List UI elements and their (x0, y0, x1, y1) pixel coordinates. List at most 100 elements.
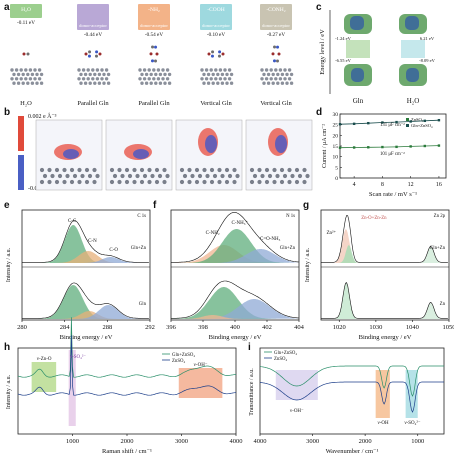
zinc-slab-atom (209, 68, 213, 72)
zinc-slab-atom (287, 68, 292, 72)
panel-i-x-tick-label: 2000 (359, 438, 372, 445)
zinc-atom (302, 179, 307, 185)
zinc-atom (272, 167, 277, 173)
zinc-slab-atom (214, 68, 218, 72)
adsorption-energy: -0.54 eV (145, 32, 163, 38)
panel-d-ytick-label: 20 (333, 133, 339, 139)
zinc-slab-atom (86, 68, 90, 72)
panel-b-charge-density: 0.002 e Å⁻³-0.002 e Å⁻³ (18, 112, 313, 192)
zinc-atom (95, 173, 100, 179)
zinc-slab-atom (289, 81, 294, 85)
panel-d-annotation: 131 μF cm⁻² (380, 122, 405, 128)
svg-e-envelope (22, 282, 149, 319)
zinc-slab-atom (163, 81, 167, 85)
svg-e-x-tick-label: 280 (17, 324, 27, 331)
molecule-atom (210, 54, 214, 58)
zinc-slab-atom (280, 81, 285, 85)
panel-c-letter: c (316, 2, 322, 13)
zinc-slab-atom (152, 77, 156, 81)
zinc-atom (124, 167, 130, 173)
colorbar-mid (18, 151, 24, 155)
raman-band-so4 (68, 350, 76, 426)
zinc-slab-atom (19, 68, 23, 72)
zinc-slab-atom (158, 72, 163, 77)
molecule-atom (150, 59, 154, 63)
panel-d-ytick-label: 30 (333, 112, 339, 118)
zinc-slab-atom (218, 77, 223, 81)
molecule-atom (95, 50, 99, 54)
zinc-atom (257, 167, 262, 173)
zinc-atom (42, 173, 48, 179)
molecule-atom (277, 52, 281, 56)
zinc-slab-atom (91, 77, 95, 81)
panel-f-peak-label: C-NH₂ (206, 231, 220, 236)
zinc-slab-atom (156, 68, 161, 72)
panel-d-point (437, 118, 441, 122)
panel-f-peak-label: C=O-NH₃ (260, 237, 281, 242)
zinc-atom (65, 173, 70, 179)
zinc-slab-atom (140, 81, 144, 85)
zinc-slab-atom (220, 81, 225, 85)
zinc-atom (252, 173, 258, 179)
svg-e-x-tick-label: 284 (60, 324, 71, 331)
molecule-atom (155, 52, 159, 56)
zinc-slab-atom (229, 81, 234, 85)
zinc-slab-atom (266, 72, 271, 77)
molecule-atom (271, 52, 275, 56)
zinc-slab-atom (83, 81, 88, 85)
zinc-atom (202, 167, 207, 173)
zinc-slab-atom (285, 81, 289, 85)
adsorption-box-label: -COOH (207, 7, 224, 13)
zinc-slab-atom (142, 68, 147, 72)
panel-d-ytick-label: 0 (335, 176, 338, 182)
zinc-atom (77, 179, 82, 185)
zinc-atom (47, 167, 52, 173)
panel-d-xlabel: Scan rate / mV s⁻¹ (369, 191, 417, 198)
zinc-slab-atom (88, 81, 92, 85)
structure-label: H₂O (20, 100, 32, 107)
orbital-energy: -1.24 eV (335, 36, 351, 41)
zinc-slab-atom (158, 81, 163, 85)
zinc-slab-atom (280, 72, 285, 77)
panel-h-ylabel: Intensity / a.u. (6, 374, 12, 409)
panel-d-point (423, 119, 426, 123)
svg-g-corner-label: Zn 2p (434, 214, 446, 219)
svg-e-frame (21, 209, 151, 321)
zinc-slab-atom (200, 77, 204, 81)
zinc-slab-atom (227, 77, 232, 81)
molecule-atom (149, 52, 153, 56)
zinc-atom (224, 179, 230, 185)
svg-e-peak-fill (22, 311, 149, 319)
panel-d-xtick-label: 4 (353, 182, 356, 188)
zinc-atom (190, 173, 195, 179)
panel-d-legend-label: Gln+ZnSO₄ (411, 123, 433, 128)
zinc-atom (47, 179, 52, 185)
zinc-atom (264, 167, 270, 173)
zinc-atom (179, 167, 185, 173)
zinc-slab-atom (28, 68, 33, 72)
charge-depletion (133, 149, 149, 159)
zinc-slab-atom (283, 68, 287, 72)
panel-g-chart: 1020 1030 1040 1050 Gln+Zn Zn Zn 2p Intensity /… (305, 209, 454, 341)
zinc-atom (282, 173, 288, 179)
zinc-atom (154, 179, 160, 185)
structure-label: Vertical Gln (260, 100, 292, 107)
zinc-atom (165, 173, 170, 179)
panel-h-x-tick-label: 2000 (121, 438, 134, 445)
zinc-atom (117, 179, 122, 185)
orbital-energy: -8.09 eV (419, 58, 435, 63)
zinc-slab-atom (211, 81, 215, 85)
zinc-slab-atom (97, 72, 102, 77)
zinc-atom (279, 167, 285, 173)
panel-i-band-label: ν-OH⁻ (290, 409, 304, 414)
svg-e-corner-label: C 1s (137, 214, 146, 219)
charge-depletion (275, 135, 287, 153)
svg-f-x-tick-label: 402 (262, 324, 272, 331)
zinc-slab-atom (140, 72, 144, 77)
adsorption-box (10, 4, 42, 18)
zinc-slab-atom (21, 81, 25, 85)
zinc-atom (220, 173, 225, 179)
panel-e-chart: 280 284 288 292 Gln+Zn Gln C 1s Intensity / a.u… (6, 209, 155, 341)
zinc-slab-atom (209, 77, 213, 81)
zinc-slab-atom (216, 81, 220, 85)
